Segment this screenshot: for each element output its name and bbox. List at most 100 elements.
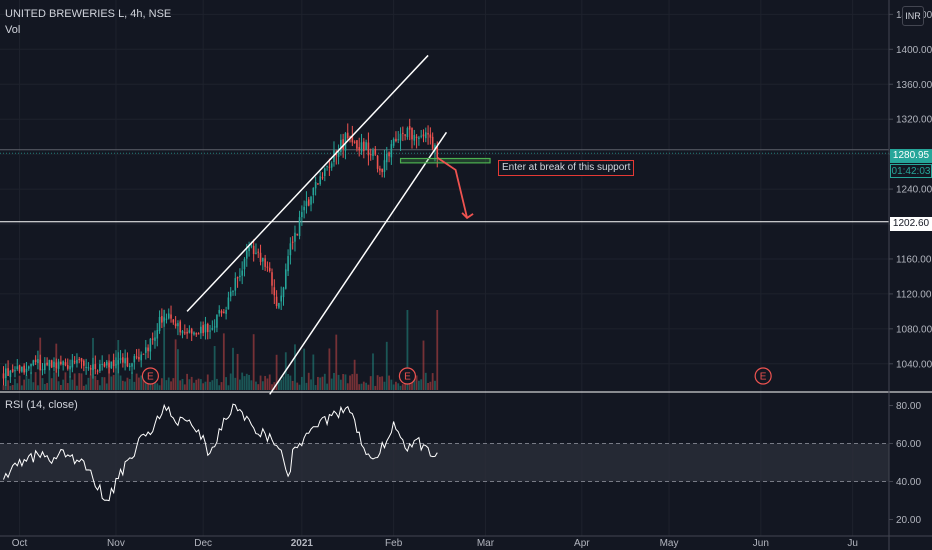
volume-bar xyxy=(2,385,5,390)
earnings-marker-icon[interactable] xyxy=(754,367,772,385)
volume-bar xyxy=(241,372,244,390)
volume-bar xyxy=(131,372,133,390)
candle-body xyxy=(71,359,74,368)
volume-bar xyxy=(372,353,374,390)
candle-body xyxy=(234,278,237,291)
earnings-marker-icon[interactable] xyxy=(398,367,417,385)
candle-body xyxy=(248,247,250,252)
candle-body xyxy=(23,365,25,373)
candle-body xyxy=(303,206,305,211)
candle-body xyxy=(406,128,409,137)
candle-body xyxy=(266,266,269,268)
volume-bar xyxy=(291,380,294,390)
volume-bar xyxy=(202,383,205,390)
earnings-marker-icon[interactable] xyxy=(141,367,159,385)
candle-body xyxy=(156,330,159,339)
volume-bars xyxy=(2,310,439,390)
volume-bar xyxy=(126,377,129,390)
candle-body xyxy=(85,366,87,368)
candle-body xyxy=(294,232,296,242)
volume-bar xyxy=(14,378,16,390)
candle-body xyxy=(223,311,225,313)
candle-body xyxy=(392,139,395,146)
volume-bar xyxy=(307,372,310,390)
candle-body xyxy=(179,321,182,333)
volume-bar xyxy=(43,384,46,390)
projection-arrow-head[interactable] xyxy=(461,212,474,220)
rsi-label[interactable]: RSI (14, close) xyxy=(5,399,78,411)
support-zone-group[interactable] xyxy=(399,156,491,220)
projection-arrow-line[interactable] xyxy=(436,156,468,219)
volume-bar xyxy=(94,375,97,390)
currency-button[interactable]: INR xyxy=(902,6,924,26)
volume-bar xyxy=(190,376,193,390)
volume-bar xyxy=(245,373,248,390)
volume-bar xyxy=(172,378,175,390)
volume-bar xyxy=(110,376,113,390)
volume-bar xyxy=(330,378,333,390)
countdown-label: 01:42:03 xyxy=(890,164,932,178)
candle-body xyxy=(229,291,232,297)
volume-bar xyxy=(328,348,331,390)
candle-body xyxy=(241,270,243,276)
volume-bar xyxy=(193,382,195,390)
candle-body xyxy=(204,324,207,333)
volume-bar xyxy=(135,373,138,390)
volume-bar xyxy=(236,353,239,390)
volume-bar xyxy=(413,374,416,390)
volume-bar xyxy=(374,385,377,390)
candle-body xyxy=(232,291,234,293)
candle-body xyxy=(280,295,282,302)
candle-body xyxy=(39,359,42,371)
volume-bar xyxy=(434,380,436,390)
volume-bar xyxy=(282,376,285,390)
channel-upper-line[interactable] xyxy=(186,54,429,312)
volume-bar xyxy=(388,375,390,390)
level-price-label: 1202.60 xyxy=(890,217,932,231)
volume-bar xyxy=(87,377,90,390)
volume-bar xyxy=(268,374,271,390)
candle-body xyxy=(337,151,340,157)
candle-body xyxy=(11,369,14,372)
volume-bar xyxy=(48,362,51,390)
volume-bar xyxy=(312,354,315,390)
symbol-title[interactable]: UNITED BREWERIES L, 4h, NSE xyxy=(5,8,172,20)
candle-body xyxy=(110,361,113,369)
channel-lines[interactable] xyxy=(186,54,448,395)
volume-label[interactable]: Vol xyxy=(5,24,21,36)
volume-bar xyxy=(259,375,262,390)
candle-body xyxy=(96,370,99,372)
channel-lower-line[interactable] xyxy=(269,131,448,395)
volume-bar xyxy=(319,377,322,390)
candle-body xyxy=(220,310,223,314)
candle-body xyxy=(37,359,39,364)
volume-bar xyxy=(349,375,351,390)
rsi-tick-label: 40.00 xyxy=(896,477,921,488)
candle-body xyxy=(374,148,377,155)
volume-bar xyxy=(181,378,184,390)
volume-bar xyxy=(174,339,177,390)
volume-bar xyxy=(310,379,312,390)
candle-body xyxy=(317,183,319,185)
volume-bar xyxy=(25,375,28,390)
candle-body xyxy=(424,132,427,139)
candle-body xyxy=(271,272,273,286)
candle-body xyxy=(197,333,200,335)
candle-body xyxy=(399,133,402,141)
volume-bar xyxy=(401,384,404,390)
candle-body xyxy=(99,364,101,372)
volume-bar xyxy=(213,346,216,390)
annotation-label[interactable]: Enter at break of this support xyxy=(498,160,635,176)
volume-bar xyxy=(294,344,296,390)
candle-body xyxy=(321,177,324,179)
candle-body xyxy=(326,166,328,168)
volume-bar xyxy=(53,372,55,390)
candle-body xyxy=(397,139,400,141)
candle-body xyxy=(4,368,7,379)
horizontal-levels xyxy=(0,149,889,223)
volume-bar xyxy=(179,380,182,390)
volume-bar xyxy=(273,382,276,390)
candle-body xyxy=(101,363,103,365)
